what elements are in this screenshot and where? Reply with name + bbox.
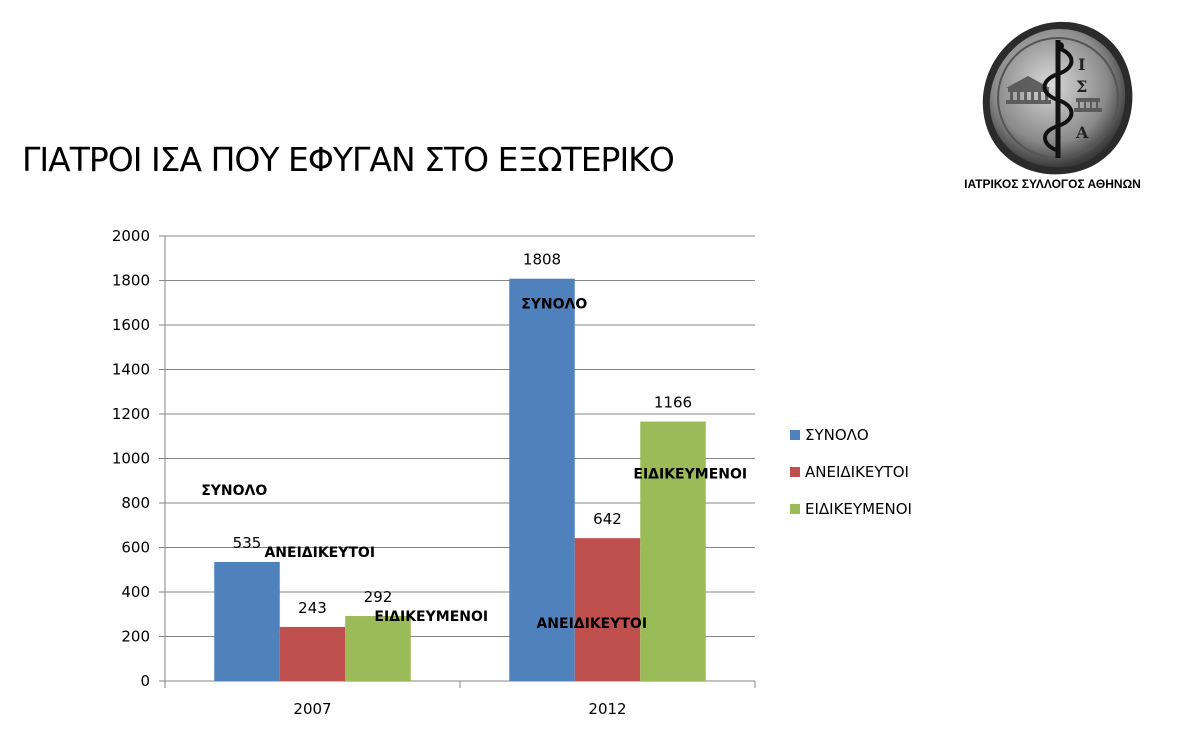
- organization-name: ΙΑΤΡΙΚΟΣ ΣΥΛΛΟΓΟΣ ΑΘΗΝΩΝ: [964, 177, 1141, 191]
- page-title: ΓΙΑΤΡΟΙ ΙΣΑ ΠΟΥ ΕΦΥΓΑΝ ΣΤΟ ΕΞΩΤΕΡΙΚΟ: [22, 140, 675, 179]
- legend: ΣΥΝΟΛΟ ΑΝΕΙΔΙΚΕΥΤΟΙ ΕΙΔΙΚΕΥΜΕΝΟΙ: [790, 426, 912, 518]
- y-tick-label: 1600: [112, 316, 150, 334]
- data-label: 243: [298, 599, 327, 617]
- annotation-label: ΑΝΕΙΔΙΚΕΥΤΟΙ: [264, 545, 375, 561]
- bar: [574, 538, 641, 681]
- annotation-label: ΣΥΝΟΛΟ: [201, 483, 267, 499]
- legend-label: ΣΥΝΟΛΟ: [805, 426, 869, 444]
- bar: [345, 616, 411, 681]
- y-tick-label: 0: [140, 672, 150, 690]
- x-tick-label: 2007: [293, 700, 331, 718]
- bar: [214, 561, 280, 681]
- annotation-label: ΕΙΔΙΚΕΥΜΕΝΟΙ: [374, 609, 488, 625]
- bar: [279, 626, 346, 681]
- x-tick-label: 2012: [588, 700, 626, 718]
- annotation-label: ΣΥΝΟΛΟ: [521, 297, 587, 313]
- y-tick-label: 200: [121, 628, 150, 646]
- y-tick-label: 800: [121, 494, 150, 512]
- legend-swatch: [790, 467, 800, 477]
- y-tick-label: 1400: [112, 361, 150, 379]
- y-tick-label: 1800: [112, 272, 150, 290]
- bars: [214, 278, 706, 681]
- y-tick-label: 1200: [112, 405, 150, 423]
- seal-letter-2: Σ: [1076, 77, 1087, 96]
- annotation-label: ΕΙΔΙΚΕΥΜΕΝΟΙ: [633, 467, 747, 483]
- legend-label: ΕΙΔΙΚΕΥΜΕΝΟΙ: [805, 500, 912, 518]
- y-tick-label: 400: [121, 583, 150, 601]
- bar: [640, 421, 706, 681]
- data-label: 642: [593, 510, 622, 528]
- data-label: 1166: [654, 394, 692, 412]
- labels: 0 200 400 600 800 1000 1200 1400 1600 1800 2000 200…: [112, 227, 747, 718]
- annotation-label: ΑΝΕΙΔΙΚΕΥΤΟΙ: [536, 616, 647, 632]
- legend-label: ΑΝΕΙΔΙΚΕΥΤΟΙ: [805, 463, 909, 481]
- medical-association-seal-logo: Ι Σ Α: [978, 18, 1138, 178]
- data-label: 292: [364, 588, 393, 606]
- seal-letter-3: Α: [1075, 123, 1089, 142]
- bar: [509, 278, 575, 681]
- y-tick-label: 600: [121, 539, 150, 557]
- legend-swatch: [790, 504, 800, 514]
- seal-letter-1: Ι: [1078, 55, 1085, 74]
- y-tick-label: 2000: [112, 227, 150, 245]
- y-tick-label: 1000: [112, 450, 150, 468]
- legend-swatch: [790, 430, 800, 440]
- data-label: 535: [233, 534, 262, 552]
- data-label: 1808: [523, 251, 561, 269]
